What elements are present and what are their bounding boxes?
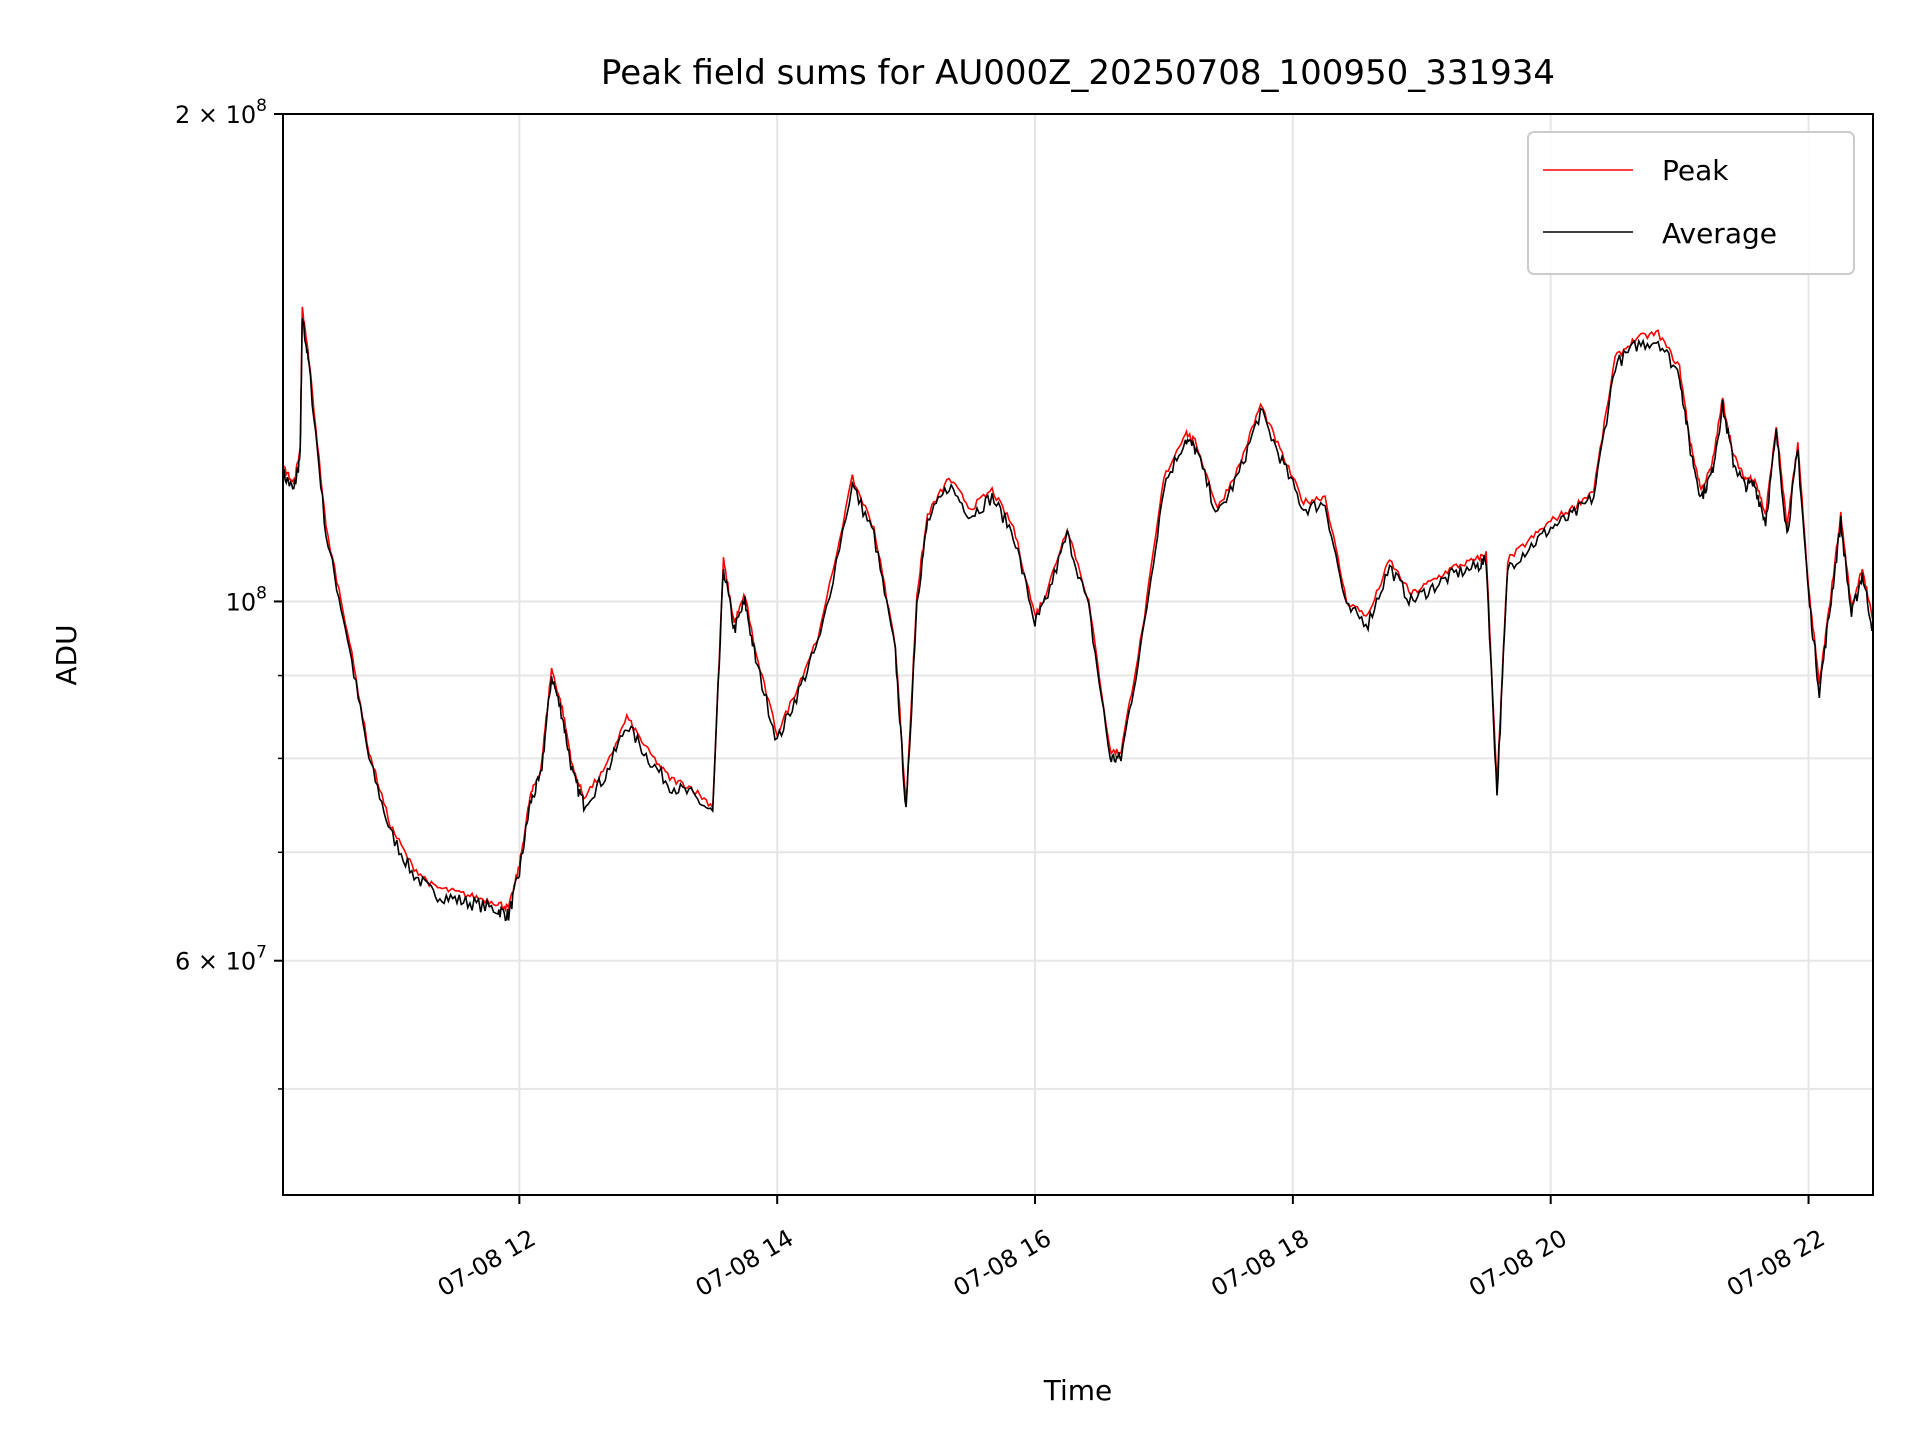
y-tick-label: 108	[226, 583, 267, 616]
legend-label-peak: Peak	[1662, 154, 1729, 187]
series-line-average	[283, 317, 1873, 922]
series-line-peak	[283, 306, 1873, 913]
grid	[283, 113, 1873, 1195]
legend-box	[1527, 131, 1855, 275]
y-axis-label: ADU	[50, 624, 83, 685]
plot-frame	[282, 113, 1874, 1196]
series	[283, 306, 1873, 922]
chart-title: Peak field sums for AU000Z_20250708_1009…	[601, 53, 1555, 93]
legend: Peak Average	[1527, 131, 1855, 275]
x-axis-label: Time	[1043, 1374, 1113, 1407]
y-tick-label: 6 × 107	[175, 943, 267, 976]
y-tick-label: 2 × 108	[175, 96, 267, 129]
legend-label-average: Average	[1662, 217, 1777, 250]
